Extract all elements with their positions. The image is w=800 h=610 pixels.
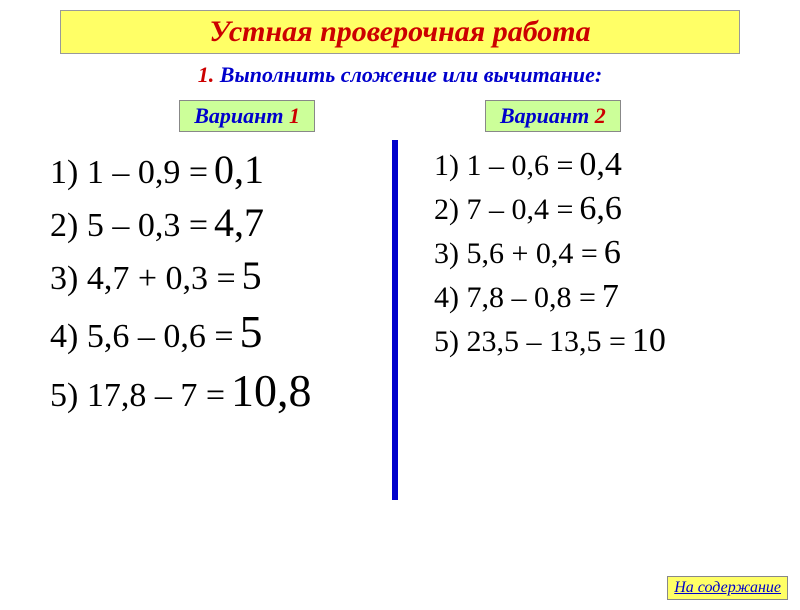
answer: 5 bbox=[240, 305, 263, 358]
answer: 6,6 bbox=[579, 190, 622, 228]
equation-row: 4) 7,8 – 0,8 = 7 bbox=[434, 278, 770, 316]
answer: 0,4 bbox=[579, 146, 622, 184]
instruction-text: Выполнить сложение или вычитание: bbox=[220, 62, 602, 87]
equation-row: 3) 4,7 + 0,3 = 5 bbox=[50, 252, 386, 299]
variant-1-label: Вариант 1 bbox=[179, 100, 315, 132]
answer: 4,7 bbox=[214, 199, 264, 246]
answer: 10 bbox=[632, 322, 666, 360]
variant-number: 1 bbox=[289, 103, 300, 128]
variant-number: 2 bbox=[595, 103, 606, 128]
page-title: Устная проверочная работа bbox=[209, 15, 590, 48]
answer: 7 bbox=[602, 278, 619, 316]
equation: 3) 4,7 + 0,3 = bbox=[50, 260, 236, 298]
equation: 2) 5 – 0,3 = bbox=[50, 207, 208, 245]
equation: 3) 5,6 + 0,4 = bbox=[434, 237, 598, 271]
contents-link[interactable]: На содержание bbox=[667, 576, 788, 600]
equation: 2) 7 – 0,4 = bbox=[434, 193, 573, 227]
equation: 5) 17,8 – 7 = bbox=[50, 377, 225, 415]
equation-row: 5) 17,8 – 7 = 10,8 bbox=[50, 364, 386, 417]
instruction-number: 1. bbox=[198, 62, 215, 87]
instruction-line: 1. Выполнить сложение или вычитание: bbox=[0, 62, 800, 88]
equation: 4) 5,6 – 0,6 = bbox=[50, 318, 234, 356]
equation-row: 1) 1 – 0,6 = 0,4 bbox=[434, 146, 770, 184]
equation-row: 2) 7 – 0,4 = 6,6 bbox=[434, 190, 770, 228]
answer: 5 bbox=[242, 252, 262, 299]
title-bar: Устная проверочная работа bbox=[60, 10, 740, 54]
variant-word: Вариант bbox=[194, 103, 283, 128]
equation: 1) 1 – 0,9 = bbox=[50, 154, 208, 192]
equation-row: 4) 5,6 – 0,6 = 5 bbox=[50, 305, 386, 358]
equation-row: 3) 5,6 + 0,4 = 6 bbox=[434, 234, 770, 272]
answer: 0,1 bbox=[214, 146, 264, 193]
equation-row: 1) 1 – 0,9 = 0,1 bbox=[50, 146, 386, 193]
variants-row: Вариант 1 Вариант 2 bbox=[0, 100, 800, 132]
variant-word: Вариант bbox=[500, 103, 589, 128]
left-column: 1) 1 – 0,9 = 0,1 2) 5 – 0,3 = 4,7 3) 4,7… bbox=[30, 140, 386, 500]
variant-2-label: Вариант 2 bbox=[485, 100, 621, 132]
column-divider bbox=[392, 140, 398, 500]
answer: 6 bbox=[604, 234, 621, 272]
problems-columns: 1) 1 – 0,9 = 0,1 2) 5 – 0,3 = 4,7 3) 4,7… bbox=[0, 140, 800, 500]
equation-row: 5) 23,5 – 13,5 = 10 bbox=[434, 322, 770, 360]
equation: 1) 1 – 0,6 = bbox=[434, 149, 573, 183]
equation: 5) 23,5 – 13,5 = bbox=[434, 325, 626, 359]
answer: 10,8 bbox=[231, 364, 312, 417]
equation-row: 2) 5 – 0,3 = 4,7 bbox=[50, 199, 386, 246]
equation: 4) 7,8 – 0,8 = bbox=[434, 281, 596, 315]
right-column: 1) 1 – 0,6 = 0,4 2) 7 – 0,4 = 6,6 3) 5,6… bbox=[404, 140, 770, 500]
